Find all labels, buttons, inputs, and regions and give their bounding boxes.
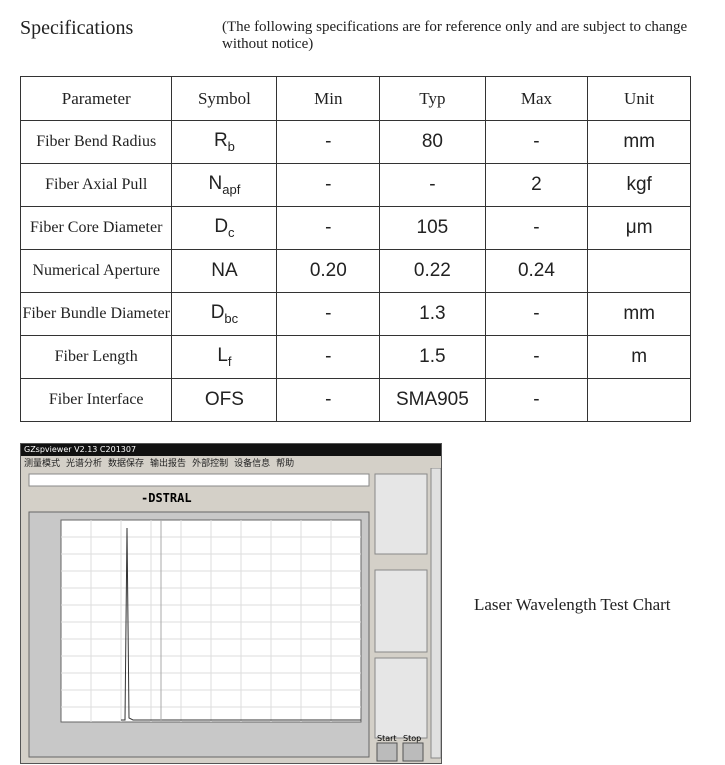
table-row: Numerical Aperture NA 0.20 0.22 0.24 <box>19 249 691 293</box>
menu-item[interactable]: 外部控制 <box>192 459 229 469</box>
spec-table: Parameter Symbol Min Typ Max Unit Fiber Bend R… <box>19 76 691 422</box>
parameter-cell: Fiber Axial Pull <box>19 163 173 207</box>
value-cell: - <box>276 206 381 250</box>
symbol-subscript: bc <box>224 310 239 326</box>
value-cell: - <box>276 378 381 422</box>
value-cell: kgf <box>587 163 691 207</box>
column-header: Max <box>484 76 589 121</box>
menu-item[interactable]: 帮助 <box>276 459 295 469</box>
stop-button[interactable]: Stop <box>403 734 421 743</box>
column-header: Min <box>276 76 381 121</box>
value-cell: - <box>484 206 589 250</box>
table-row: Fiber Interface OFS - SMA905- <box>19 378 691 422</box>
parameter-cell: Numerical Aperture <box>19 249 173 293</box>
value-cell: 80 <box>379 120 486 164</box>
value-cell: 0.22 <box>379 249 486 293</box>
value-cell: - <box>484 378 589 422</box>
column-header: Parameter <box>19 76 173 121</box>
value-cell: - <box>276 163 381 207</box>
symbol-cell: Dc <box>171 206 278 250</box>
parameter-cell: Fiber Bend Radius <box>19 120 173 164</box>
value-cell: 1.3 <box>379 292 486 336</box>
value-cell: - <box>484 335 589 379</box>
value-cell: - <box>484 292 589 336</box>
value-cell: - <box>276 120 381 164</box>
value-cell: OFS <box>171 378 278 422</box>
symbol-subscript: b <box>227 138 235 154</box>
symbol: L <box>217 345 228 367</box>
menu-item[interactable]: 光谱分析 <box>66 459 103 469</box>
column-header: Symbol <box>171 76 278 121</box>
parameter-cell: Fiber Interface <box>19 378 173 422</box>
symbol-cell: Rb <box>171 120 278 164</box>
value-cell: 1.5 <box>379 335 486 379</box>
title: Specifications <box>20 17 134 39</box>
symbol-subscript: f <box>227 353 232 369</box>
symbol-cell: Lf <box>171 335 278 379</box>
window-body: -DSTRAL Start Stop <box>28 468 441 762</box>
table-row: Fiber Length Lf -1.5- m <box>19 335 691 379</box>
table-row: Fiber Axial Pull Napf - -2 kgf <box>19 163 691 207</box>
table-row: Fiber Bend Radius Rb -80- mm <box>19 120 691 164</box>
note: (The following specifications are for re… <box>222 19 688 52</box>
value-cell: 0.20 <box>276 249 381 293</box>
value-cell: NA <box>171 249 278 293</box>
window-title: GZspviewer V2.13 C201307 <box>21 444 441 456</box>
table-row: Fiber Bundle Diameter Dbc -1.3- mm <box>19 292 691 336</box>
symbol-subscript: c <box>228 224 235 240</box>
menu-bar: 测量模式 光谱分析 数据保存 输出报告 外部控制 设备信息 帮助 <box>21 456 441 469</box>
header-row: Parameter Symbol Min Typ Max Unit <box>19 76 691 121</box>
column-header: Unit <box>587 76 691 121</box>
symbol-cell: Napf <box>171 163 278 207</box>
value-cell: SMA905 <box>379 378 486 422</box>
parameter-cell: Fiber Bundle Diameter <box>19 292 173 336</box>
value-cell: 105 <box>379 206 486 250</box>
value-cell: mm <box>587 292 691 336</box>
symbol: D <box>214 216 229 238</box>
symbol: N <box>208 173 223 195</box>
value-cell: μm <box>587 206 691 250</box>
symbol: D <box>210 302 225 324</box>
column-header: Typ <box>379 76 486 121</box>
value-cell: - <box>484 120 589 164</box>
menu-item[interactable]: 测量模式 <box>24 459 61 469</box>
menu-item[interactable]: 数据保存 <box>108 459 145 469</box>
menu-item[interactable]: 输出报告 <box>150 459 187 469</box>
symbol-cell: Dbc <box>171 292 278 336</box>
value-cell: 2 <box>484 163 589 207</box>
value-cell: - <box>276 292 381 336</box>
value-cell: - <box>276 335 381 379</box>
menu-item[interactable]: 设备信息 <box>234 459 271 469</box>
table-row: Fiber Core Diameter Dc -105- μm <box>19 206 691 250</box>
value-cell: mm <box>587 120 691 164</box>
start-button[interactable]: Start <box>377 734 397 743</box>
screenshot: GZspviewer V2.13 C201307 测量模式 光谱分析 数据保存 输出报… <box>20 443 442 764</box>
value-cell: 0.24 <box>484 249 589 293</box>
parameter-cell: Fiber Core Diameter <box>19 206 173 250</box>
parameter-cell: Fiber Length <box>19 335 173 379</box>
empty-cell <box>587 378 691 422</box>
caption: Laser Wavelength Test Chart <box>474 595 671 614</box>
toolbar-text: -DSTRAL <box>141 491 192 505</box>
empty-cell <box>587 249 691 293</box>
symbol-subscript: apf <box>222 181 241 197</box>
symbol: R <box>213 130 228 152</box>
value-cell: m <box>587 335 691 379</box>
value-cell: - <box>379 163 486 207</box>
